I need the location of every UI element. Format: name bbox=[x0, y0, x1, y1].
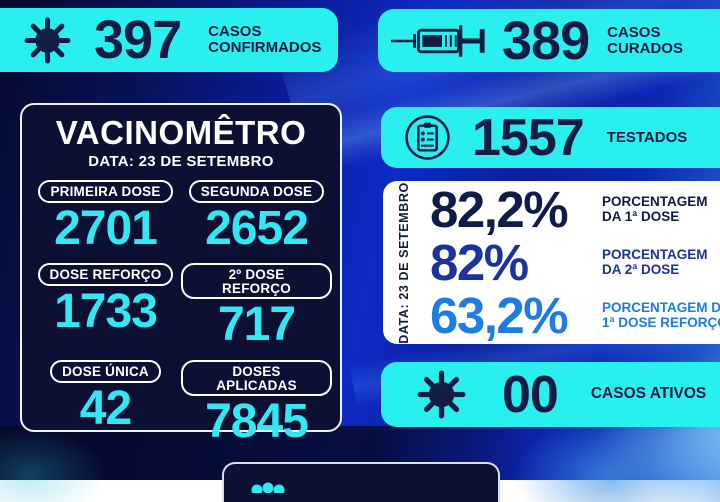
tested-card: 1557 TESTADOS bbox=[381, 107, 720, 168]
percentage-value: 63,2% bbox=[430, 287, 569, 344]
virus-icon bbox=[417, 370, 466, 419]
stat-value: 2701 bbox=[54, 201, 158, 255]
stat-value: 2652 bbox=[205, 201, 309, 255]
stat-first-dose: PRIMEIRA DOSE 2701 bbox=[30, 180, 181, 254]
cured-cases-label: CASOS CURADOS bbox=[607, 23, 683, 57]
syringe-icon bbox=[390, 20, 492, 62]
vaccinometer-panel: VACINOMÊTRO DATA: 23 DE SETEMBRO PRIMEIR… bbox=[20, 103, 342, 447]
stat-label: 2º DOSE REFORÇO bbox=[181, 263, 332, 300]
stat-label: PRIMEIRA DOSE bbox=[38, 180, 173, 203]
cured-cases-value: 389 bbox=[502, 10, 590, 71]
cured-cases-card: 389 CASOS CURADOS bbox=[378, 9, 720, 72]
percentages-side-date: DATA: 23 DE SETEMBRO bbox=[397, 181, 411, 344]
confirmed-cases-value: 397 bbox=[94, 10, 182, 70]
stat-value: 1733 bbox=[54, 284, 158, 338]
vaccine-stats-grid: PRIMEIRA DOSE 2701 SEGUNDA DOSE 2652 DOS… bbox=[22, 180, 340, 448]
percentage-second-dose: 82% PORCENTAGEM DA 2ª DOSE bbox=[430, 237, 720, 289]
stat-value: 717 bbox=[217, 298, 296, 352]
vaccinometer-date: DATA: 23 DE SETEMBRO bbox=[88, 153, 274, 170]
stat-value: 7845 bbox=[205, 395, 309, 449]
stat-applied-doses: DOSES APLICADAS 7845 bbox=[181, 360, 332, 448]
confirmed-cases-label: CASOS CONFIRMADOS bbox=[208, 23, 322, 56]
percentage-label: PORCENTAGEM DA 1ª DOSE REFORÇO bbox=[602, 299, 720, 330]
tested-label: TESTADOS bbox=[606, 128, 688, 146]
percentages-panel: DATA: 23 DE SETEMBRO 82,2% PORCENTAGEM D… bbox=[383, 181, 720, 344]
percentage-label: PORCENTAGEM DA 2ª DOSE bbox=[602, 246, 708, 277]
percentage-label: PORCENTAGEM DA 1ª DOSE bbox=[602, 193, 708, 224]
people-group-icon bbox=[248, 469, 288, 502]
vaccinometer-title: VACINOMÊTRO bbox=[55, 114, 307, 151]
stat-label: DOSE ÚNICA bbox=[50, 360, 161, 383]
bottom-partial-panel bbox=[222, 462, 500, 502]
stat-second-dose: SEGUNDA DOSE 2652 bbox=[181, 180, 332, 254]
stat-label: SEGUNDA DOSE bbox=[188, 180, 325, 203]
percentages-rows: 82,2% PORCENTAGEM DA 1ª DOSE 82% PORCENT… bbox=[430, 181, 720, 344]
percentage-booster-dose: 63,2% PORCENTAGEM DA 1ª DOSE REFORÇO bbox=[430, 290, 720, 342]
active-cases-card: 00 CASOS ATIVOS bbox=[381, 362, 720, 427]
percentage-first-dose: 82,2% PORCENTAGEM DA 1ª DOSE bbox=[430, 184, 720, 236]
active-cases-value: 00 bbox=[502, 365, 559, 424]
stat-single-dose: DOSE ÚNICA 42 bbox=[30, 360, 181, 448]
stat-label: DOSES APLICADAS bbox=[181, 360, 332, 397]
virus-icon bbox=[24, 17, 71, 64]
stat-second-booster-dose: 2º DOSE REFORÇO 717 bbox=[181, 263, 332, 351]
percentage-value: 82% bbox=[430, 234, 529, 291]
confirmed-cases-card: 397 CASOS CONFIRMADOS bbox=[0, 8, 338, 72]
clipboard-icon bbox=[404, 114, 451, 161]
stat-value: 42 bbox=[79, 381, 132, 435]
stat-label: DOSE REFORÇO bbox=[37, 263, 174, 286]
percentage-value: 82,2% bbox=[430, 181, 569, 238]
tested-value: 1557 bbox=[472, 108, 585, 167]
stat-booster-dose: DOSE REFORÇO 1733 bbox=[30, 263, 181, 351]
active-cases-label: CASOS ATIVOS bbox=[590, 385, 707, 403]
